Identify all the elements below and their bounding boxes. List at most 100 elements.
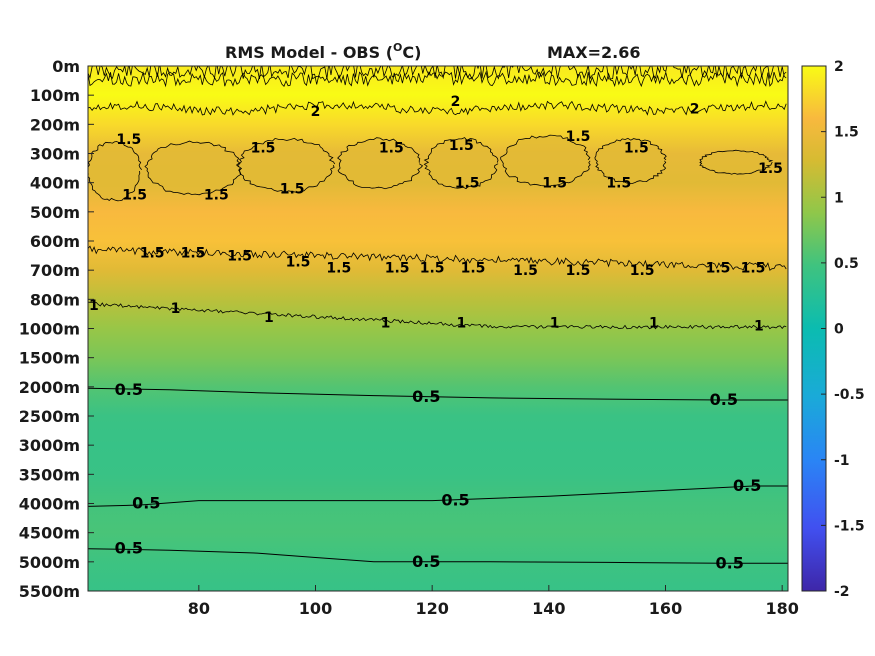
contour-label: 1 (89, 298, 99, 314)
contour-1.5-cell (237, 137, 336, 193)
y-tick-label: 200m (30, 115, 80, 134)
y-tick-label: 5500m (19, 582, 80, 601)
contour-label: 1.5 (326, 260, 351, 276)
contour-label: 1.5 (122, 187, 147, 203)
contour-1.0 (88, 301, 787, 330)
anomaly-blob (502, 136, 590, 186)
colorbar: 2 1.5 1 0.5 0 -0.5 -1 -1.5 -2 (801, 59, 865, 600)
anomaly-blob (88, 141, 141, 201)
contour-0.5-5000m (88, 548, 788, 564)
contour-label: 1.5 (420, 260, 445, 276)
contour-label: 1.5 (286, 254, 311, 270)
contour-label: 1 (456, 316, 466, 332)
contour-label: 0.5 (115, 380, 143, 399)
contour-label: 1.5 (542, 176, 567, 192)
y-tick-label: 5000m (19, 553, 80, 572)
y-tick-label: 0m (52, 57, 80, 76)
x-tick-label: 100 (299, 599, 332, 618)
y-tick-label: 700m (30, 261, 80, 280)
anomaly-blob (595, 138, 666, 183)
contour-surface-2b (88, 70, 787, 88)
contour-label: 1.5 (385, 260, 410, 276)
contour-label: 1.5 (204, 187, 229, 203)
anomaly-blob (146, 141, 240, 195)
x-tick-label: 160 (649, 599, 682, 618)
contour-label: 1.5 (379, 141, 404, 157)
y-tick-label: 4500m (19, 524, 80, 543)
contour-1.5-cell (88, 141, 143, 202)
anomaly-blob (700, 150, 771, 174)
colorbar-tick-label: 0.5 (834, 256, 859, 272)
contour-1.5-cell (699, 149, 774, 175)
contour-label: 1.5 (566, 129, 591, 145)
contour-label: 1 (264, 310, 274, 326)
y-axis: 0m 100m 200m 300m 400m 500m 600m 700m 800m 1000m 1… (19, 57, 94, 601)
contour-1.5-cell (594, 137, 667, 184)
contour-label: 1 (754, 319, 764, 335)
chart-title: RMS Model - OBS (OC) (225, 41, 421, 62)
x-tick-label: 80 (188, 599, 210, 618)
contour-label: 1 (381, 316, 391, 332)
colorbar-tick-label: -2 (834, 584, 850, 600)
contour-label: 1.5 (606, 176, 631, 192)
y-tick-label: 4000m (19, 495, 80, 514)
x-axis: 80 100 120 140 160 180 (188, 585, 799, 618)
x-tick-label: 120 (415, 599, 448, 618)
anomaly-blob (239, 138, 333, 192)
contour-0.5-4000m (88, 485, 788, 507)
contour-label: 0.5 (412, 552, 440, 571)
colorbar-tick-label: 0 (834, 322, 844, 338)
plot-area: 1.5 1.5 1.5 1.5 1.5 1.5 1.5 1.5 1.5 1.5 1.5 1.5 1.5 1… (87, 65, 789, 592)
max-annotation: MAX=2.66 (547, 43, 641, 62)
y-tick-label: 800m (30, 290, 80, 309)
contour-label: 0.5 (132, 494, 160, 513)
contour-1.5-cell (144, 140, 243, 196)
contour-label: 2 (451, 94, 461, 110)
y-tick-label: 3000m (19, 436, 80, 455)
y-tick-label: 500m (30, 203, 80, 222)
contour-label: 1.5 (741, 260, 766, 276)
contour-1.5-cell (337, 137, 424, 190)
y-tick-label: 1500m (19, 349, 80, 368)
contour-100m-2 (88, 100, 787, 116)
colorbar-tick-label: -1.5 (834, 518, 865, 534)
colorbar-ticks: 2 1.5 1 0.5 0 -0.5 -1 -1.5 -2 (821, 59, 865, 600)
y-tick-label: 600m (30, 232, 80, 251)
contour-1.5-700m (88, 245, 787, 271)
contour-label: 1.5 (566, 263, 591, 279)
title-text: RMS Model - OBS ( (225, 43, 393, 62)
contour-label: 0.5 (412, 387, 440, 406)
contour-labels: 1.5 1.5 1.5 1.5 1.5 1.5 1.5 1.5 1.5 1.5 1.5 1.5 1.5 1… (89, 94, 783, 572)
x-tick-label: 140 (532, 599, 565, 618)
anomaly-blob (338, 138, 421, 189)
contour-label: 2 (690, 101, 700, 117)
y-tick-label: 2000m (19, 378, 80, 397)
contour-label: 1 (649, 316, 659, 332)
contour-label: 1 (171, 301, 181, 317)
contour-label: 0.5 (715, 553, 743, 572)
contour-label: 1.5 (140, 246, 165, 262)
anomaly-blobs (88, 136, 771, 201)
contour-label: 1.5 (449, 138, 474, 154)
title-degree: O (393, 41, 402, 54)
contour-label: 1.5 (116, 132, 141, 148)
colorbar-tick-label: 1.5 (834, 125, 859, 141)
contour-label: 1.5 (251, 141, 276, 157)
colorbar-tick-label: -0.5 (834, 387, 865, 403)
contour-0.5-2000m (88, 387, 788, 401)
contour-label: 1.5 (758, 161, 783, 177)
y-tick-label: 1000m (19, 320, 80, 339)
contour-label: 2 (311, 104, 321, 120)
anomaly-blob (426, 138, 497, 189)
contour-lines (88, 66, 788, 564)
contour-label: 1.5 (181, 246, 206, 262)
contour-label: 0.5 (115, 539, 143, 558)
y-tick-label: 400m (30, 174, 80, 193)
y-tick-label: 3500m (19, 465, 80, 484)
y-tick-label: 100m (30, 86, 80, 105)
colorbar-tick-label: -1 (834, 453, 850, 469)
contour-1.5-cell (500, 134, 591, 188)
contour-label: 0.5 (733, 476, 761, 495)
contour-label: 1.5 (455, 176, 480, 192)
